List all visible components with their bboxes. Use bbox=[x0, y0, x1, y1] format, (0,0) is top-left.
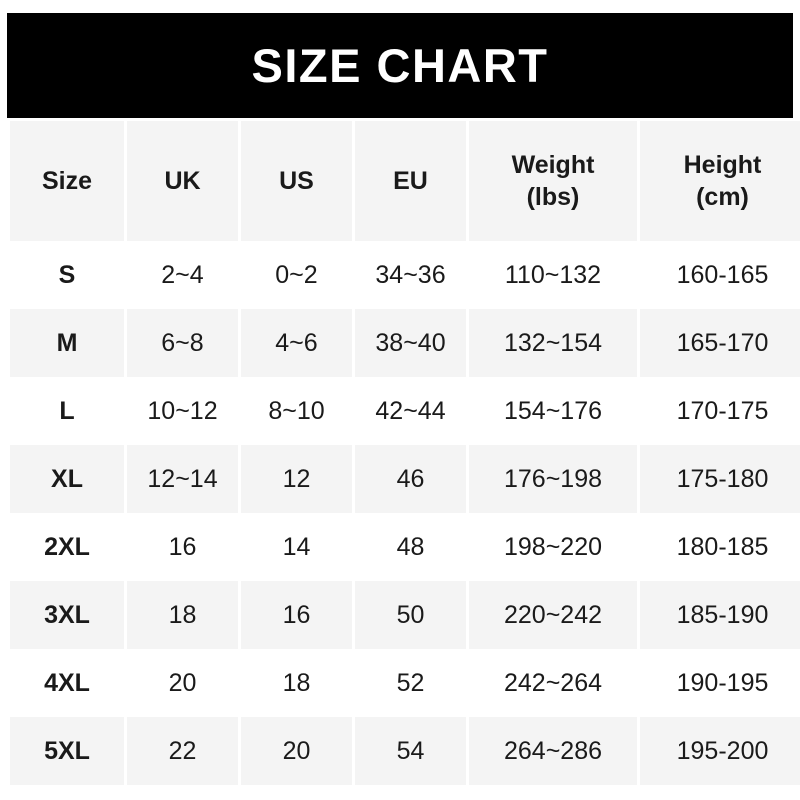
table-row: 4XL 20 18 52 242~264 190-195 bbox=[10, 649, 800, 717]
cell-us: 4~6 bbox=[241, 309, 352, 377]
table-row: L 10~12 8~10 42~44 154~176 170-175 bbox=[10, 377, 800, 445]
cell-eu: 52 bbox=[355, 649, 466, 717]
cell-height: 165-170 bbox=[640, 309, 800, 377]
cell-weight: 154~176 bbox=[469, 377, 637, 445]
column-header-eu: EU bbox=[355, 121, 466, 241]
table-row: XL 12~14 12 46 176~198 175-180 bbox=[10, 445, 800, 513]
cell-height: 170-175 bbox=[640, 377, 800, 445]
cell-uk: 6~8 bbox=[127, 309, 238, 377]
cell-size: XL bbox=[10, 445, 124, 513]
cell-us: 20 bbox=[241, 717, 352, 785]
cell-height: 195-200 bbox=[640, 717, 800, 785]
table-header: Size UK US EU Weight (lbs) Height (cm) bbox=[10, 121, 800, 241]
title-bar: SIZE CHART bbox=[7, 13, 793, 118]
cell-eu: 48 bbox=[355, 513, 466, 581]
cell-uk: 10~12 bbox=[127, 377, 238, 445]
page-title: SIZE CHART bbox=[251, 39, 549, 92]
column-header-us: US bbox=[241, 121, 352, 241]
cell-us: 14 bbox=[241, 513, 352, 581]
cell-size: 2XL bbox=[10, 513, 124, 581]
cell-uk: 18 bbox=[127, 581, 238, 649]
table-row: 3XL 18 16 50 220~242 185-190 bbox=[10, 581, 800, 649]
table-row: 2XL 16 14 48 198~220 180-185 bbox=[10, 513, 800, 581]
cell-size: L bbox=[10, 377, 124, 445]
cell-height: 190-195 bbox=[640, 649, 800, 717]
table-row: M 6~8 4~6 38~40 132~154 165-170 bbox=[10, 309, 800, 377]
cell-size: M bbox=[10, 309, 124, 377]
cell-weight: 132~154 bbox=[469, 309, 637, 377]
cell-uk: 22 bbox=[127, 717, 238, 785]
column-header-height-label: Height bbox=[683, 151, 762, 179]
cell-us: 16 bbox=[241, 581, 352, 649]
column-header-size: Size bbox=[10, 121, 124, 241]
cell-us: 12 bbox=[241, 445, 352, 513]
cell-height: 180-185 bbox=[640, 513, 800, 581]
cell-height: 175-180 bbox=[640, 445, 800, 513]
cell-weight: 176~198 bbox=[469, 445, 637, 513]
cell-eu: 54 bbox=[355, 717, 466, 785]
cell-size: 3XL bbox=[10, 581, 124, 649]
table-body: S 2~4 0~2 34~36 110~132 160-165 M 6~8 4~… bbox=[10, 241, 800, 785]
column-header-us-label: US bbox=[279, 167, 314, 195]
cell-uk: 2~4 bbox=[127, 241, 238, 309]
cell-eu: 38~40 bbox=[355, 309, 466, 377]
cell-weight: 264~286 bbox=[469, 717, 637, 785]
column-header-uk-label: UK bbox=[164, 167, 201, 195]
cell-us: 0~2 bbox=[241, 241, 352, 309]
table-header-row: Size UK US EU Weight (lbs) Height (cm) bbox=[10, 121, 800, 241]
cell-size: 5XL bbox=[10, 717, 124, 785]
cell-eu: 46 bbox=[355, 445, 466, 513]
cell-uk: 16 bbox=[127, 513, 238, 581]
table-row: S 2~4 0~2 34~36 110~132 160-165 bbox=[10, 241, 800, 309]
cell-weight: 110~132 bbox=[469, 241, 637, 309]
cell-us: 8~10 bbox=[241, 377, 352, 445]
cell-uk: 12~14 bbox=[127, 445, 238, 513]
cell-eu: 42~44 bbox=[355, 377, 466, 445]
cell-size: S bbox=[10, 241, 124, 309]
column-header-weight-unit: (lbs) bbox=[526, 183, 580, 211]
column-header-weight-label: Weight bbox=[511, 151, 595, 179]
cell-weight: 242~264 bbox=[469, 649, 637, 717]
cell-height: 185-190 bbox=[640, 581, 800, 649]
cell-eu: 50 bbox=[355, 581, 466, 649]
column-header-size-label: Size bbox=[41, 167, 93, 195]
column-header-uk: UK bbox=[127, 121, 238, 241]
size-chart-table: Size UK US EU Weight (lbs) Height (cm) bbox=[7, 121, 800, 785]
cell-us: 18 bbox=[241, 649, 352, 717]
column-header-height-unit: (cm) bbox=[696, 183, 749, 211]
cell-height: 160-165 bbox=[640, 241, 800, 309]
cell-weight: 198~220 bbox=[469, 513, 637, 581]
table-row: 5XL 22 20 54 264~286 195-200 bbox=[10, 717, 800, 785]
cell-uk: 20 bbox=[127, 649, 238, 717]
column-header-eu-label: EU bbox=[393, 167, 428, 195]
column-header-height: Height (cm) bbox=[640, 121, 800, 241]
cell-size: 4XL bbox=[10, 649, 124, 717]
cell-eu: 34~36 bbox=[355, 241, 466, 309]
cell-weight: 220~242 bbox=[469, 581, 637, 649]
column-header-weight: Weight (lbs) bbox=[469, 121, 637, 241]
